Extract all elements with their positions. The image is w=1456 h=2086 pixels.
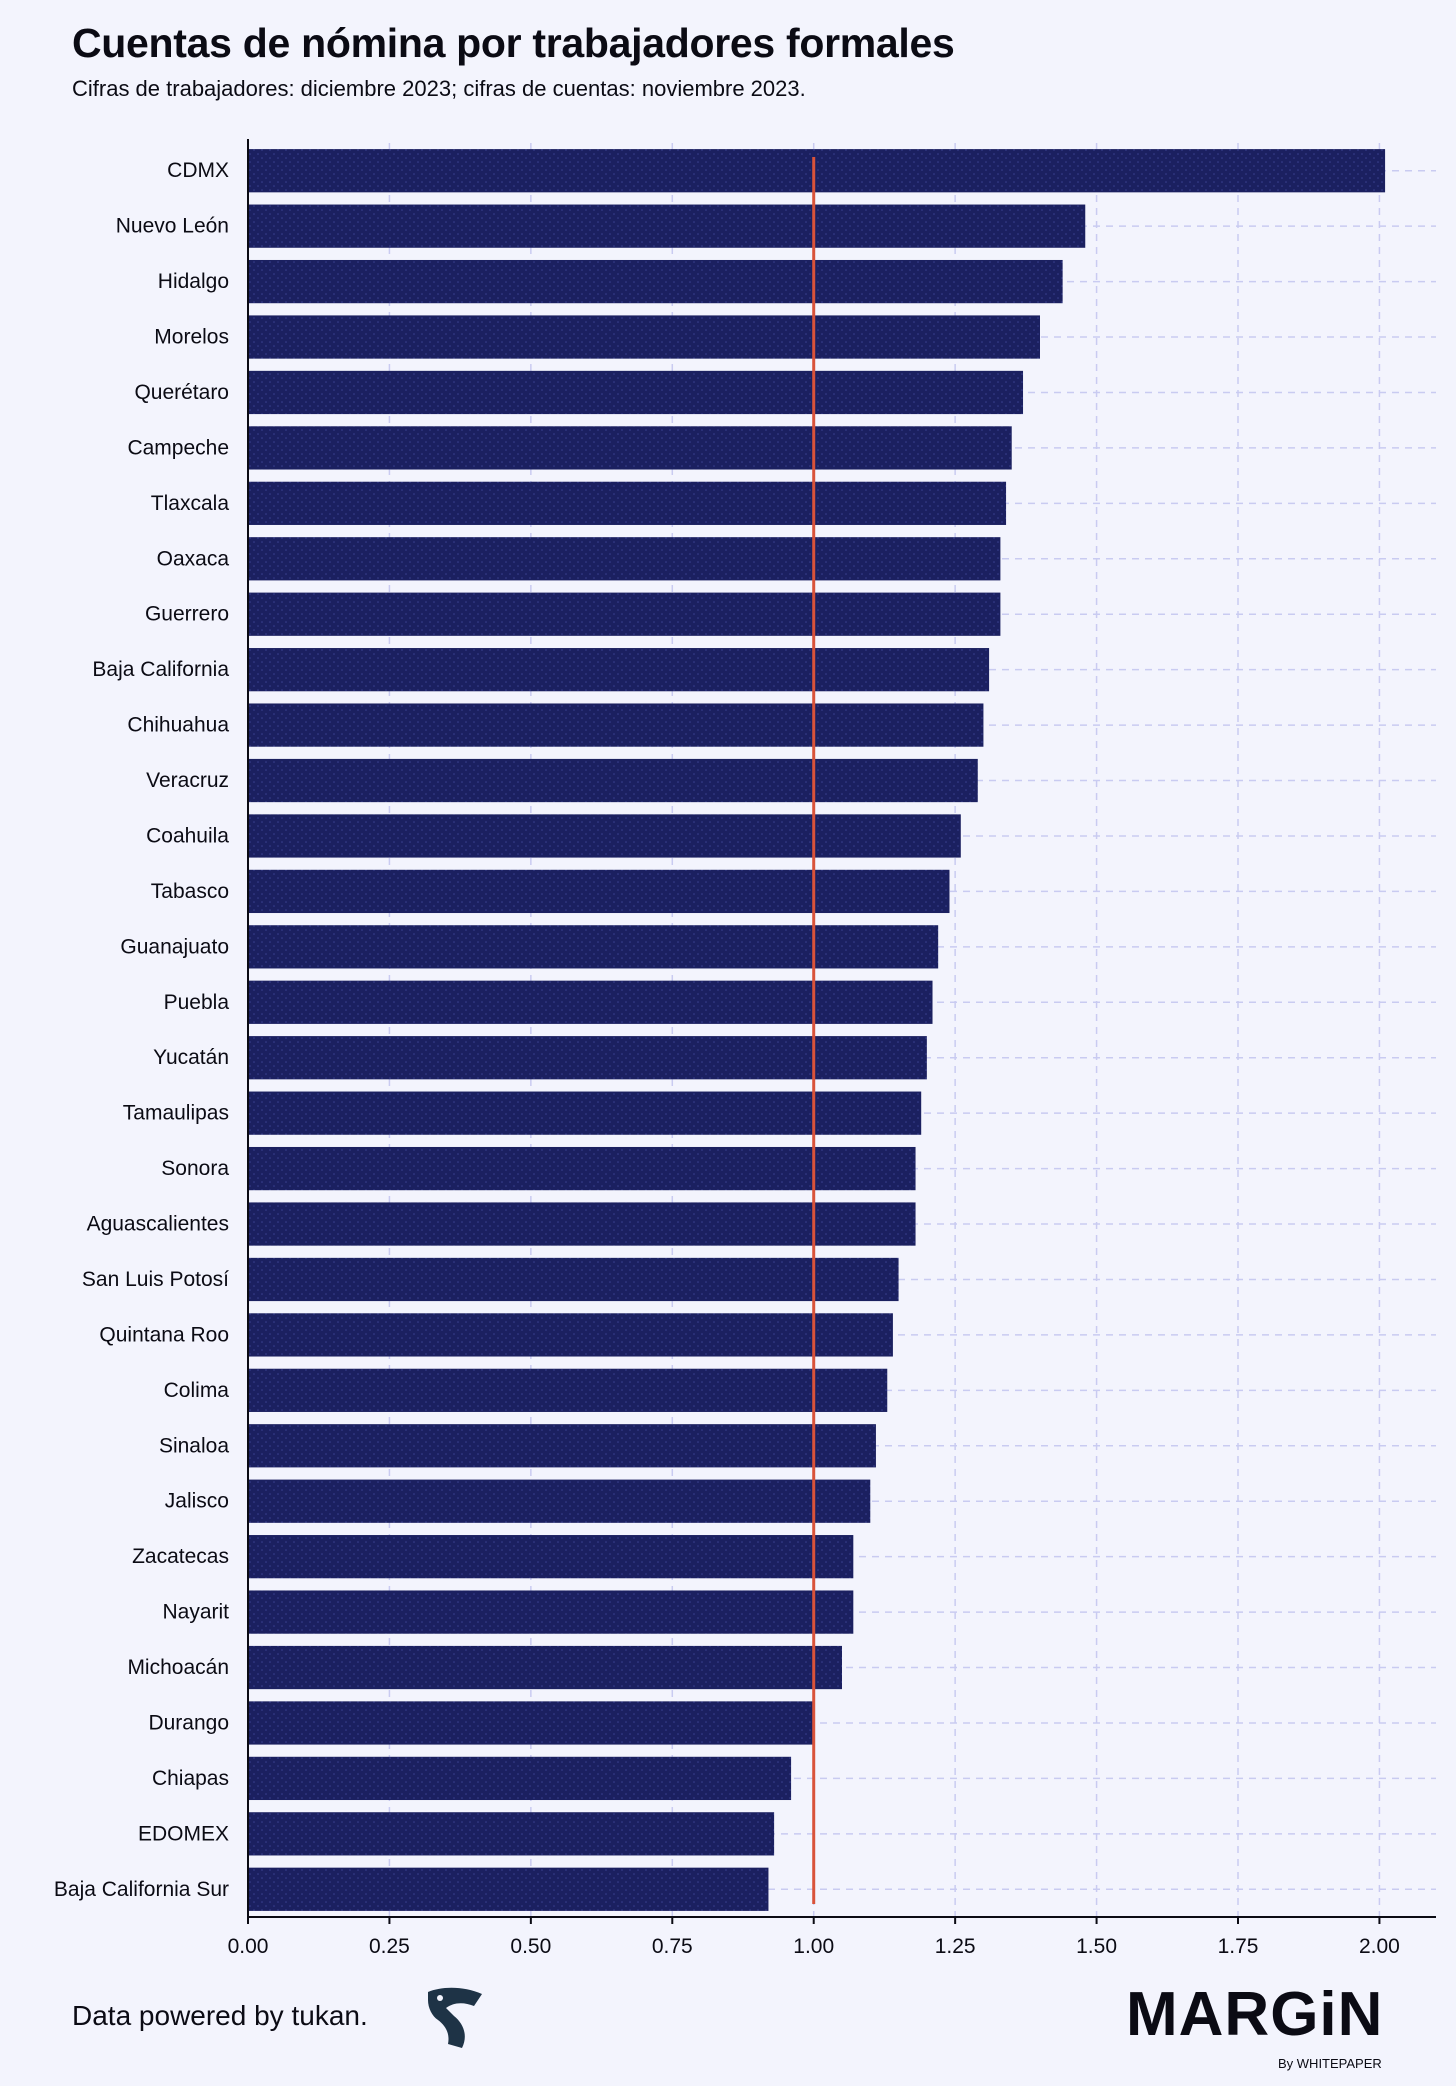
category-label: Quintana Roo [99, 1323, 229, 1346]
bar [248, 1257, 899, 1302]
bar [248, 980, 933, 1024]
bar [248, 1202, 916, 1246]
bar [248, 481, 1007, 525]
bar [248, 1313, 893, 1357]
category-label: Michoacán [127, 1656, 229, 1679]
category-label: San Luis Potosí [82, 1268, 229, 1291]
bar [248, 1590, 854, 1634]
category-labels: CDMX Nuevo León Hidalgo Morelos Querétaro Cam… [54, 159, 229, 1901]
category-label: Guanajuato [120, 935, 229, 958]
category-label: Coahuila [146, 824, 229, 847]
bar [248, 592, 1001, 636]
x-tick-label: 1.25 [935, 1935, 976, 1958]
bar [248, 648, 990, 692]
bar [248, 869, 950, 914]
bar [248, 925, 939, 969]
bar [248, 315, 1040, 359]
bar [248, 1812, 775, 1856]
data-credit: Data powered by tukan. [72, 2000, 368, 2031]
bar [248, 1368, 888, 1412]
bar [248, 537, 1001, 581]
x-tick-label: 0.75 [652, 1935, 693, 1958]
x-tick-label: 1.50 [1076, 1935, 1117, 1958]
bar [248, 1701, 814, 1745]
bar [248, 814, 961, 858]
bar [248, 1479, 871, 1523]
category-label: EDOMEX [138, 1822, 229, 1845]
category-label: Jalisco [165, 1490, 229, 1513]
bar [248, 259, 1063, 304]
x-tick-label: 2.00 [1359, 1935, 1400, 1958]
bar [248, 1645, 842, 1690]
category-label: Aguascalientes [87, 1213, 229, 1236]
bar [248, 703, 984, 747]
x-tick-label: 0.50 [510, 1935, 551, 1958]
category-label: Puebla [164, 991, 230, 1014]
category-label: Baja California Sur [54, 1878, 229, 1901]
category-label: Hidalgo [158, 270, 229, 293]
bar [248, 1867, 769, 1911]
category-label: Baja California [92, 658, 229, 681]
category-label: Nuevo León [116, 215, 229, 238]
category-label: Chiapas [152, 1767, 229, 1790]
axes: 0.00 0.25 0.50 0.75 1.00 1.25 1.50 1.75 2.00 [228, 139, 1436, 1958]
category-label: Oaxaca [157, 547, 230, 570]
category-label: Chihuahua [127, 714, 229, 737]
tukan-bird-icon [428, 1987, 482, 2048]
margin-logo-subtitle: By WHITEPAPER [1278, 2056, 1382, 2071]
bar [248, 1036, 927, 1080]
category-label: Yucatán [153, 1046, 229, 1069]
category-label: Nayarit [162, 1601, 229, 1624]
x-tick-label: 1.00 [793, 1935, 834, 1958]
category-label: Sinaloa [159, 1434, 229, 1457]
margin-logo: MARGiN [1126, 1980, 1384, 2049]
category-label: Tlaxcala [151, 492, 230, 515]
category-label: Sonora [161, 1157, 229, 1180]
bar-chart: CDMX Nuevo León Hidalgo Morelos Querétaro Cam… [54, 139, 1436, 1958]
category-label: Morelos [154, 326, 229, 349]
category-label: Querétaro [134, 381, 229, 404]
category-label: Tamaulipas [123, 1102, 229, 1125]
chart-title: Cuentas de nómina por trabajadores forma… [72, 20, 955, 66]
bar [248, 1535, 854, 1579]
x-tick-label: 1.75 [1218, 1935, 1259, 1958]
category-label: Tabasco [151, 880, 229, 903]
bars [248, 149, 1386, 1911]
bar [248, 1091, 922, 1135]
chart-subtitle: Cifras de trabajadores: diciembre 2023; … [72, 76, 806, 101]
bar [248, 204, 1086, 248]
category-label: Durango [148, 1711, 229, 1734]
category-label: Campeche [127, 436, 229, 459]
category-label: Veracruz [146, 769, 229, 792]
bar [248, 1146, 916, 1191]
bar [248, 1424, 876, 1468]
bar [248, 758, 978, 803]
x-tick-label: 0.25 [369, 1935, 410, 1958]
category-label: CDMX [167, 159, 229, 182]
bar [248, 426, 1012, 470]
bar [248, 1756, 792, 1801]
category-label: Zacatecas [132, 1545, 229, 1568]
x-tick-label: 0.00 [228, 1935, 269, 1958]
category-label: Guerrero [145, 603, 229, 626]
category-label: Colima [164, 1379, 230, 1402]
bar [248, 370, 1024, 415]
bar [248, 149, 1386, 193]
